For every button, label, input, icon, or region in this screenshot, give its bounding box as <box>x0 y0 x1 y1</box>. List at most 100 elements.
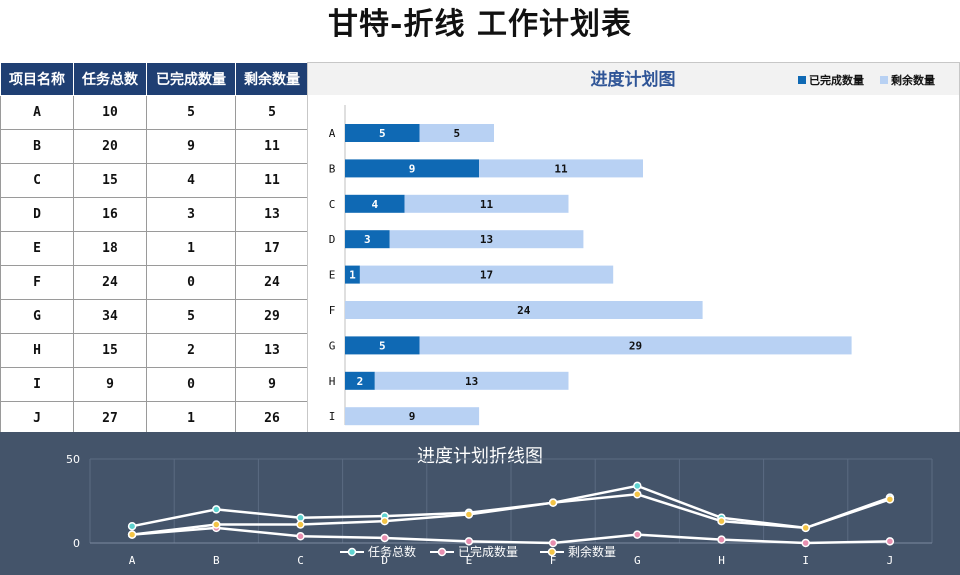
line-series-point <box>633 530 642 539</box>
line-series-point <box>801 538 810 548</box>
cell-project-name: B <box>0 129 74 164</box>
table-row: E 18 1 17 <box>0 231 309 266</box>
gantt-remaining-bar <box>479 159 643 178</box>
cell-total-tasks: 15 <box>73 163 147 198</box>
gantt-data-label: 11 <box>554 162 568 175</box>
cell-completed: 0 <box>146 367 236 402</box>
line-series-point <box>380 516 389 526</box>
line-chart-title: 进度计划折线图 <box>417 446 543 467</box>
line-legend-label: 任务总数 <box>368 544 416 559</box>
table-row: F 24 0 24 <box>0 265 309 300</box>
line-legend-label: 剩余数量 <box>568 544 616 559</box>
line-legend-marker <box>547 547 557 557</box>
header-project-name: 项目名称 <box>0 62 74 96</box>
cell-total-tasks: 15 <box>73 333 147 368</box>
line-chart-xtick-label: F <box>550 554 557 567</box>
table-header-row: 项目名称 任务总数 已完成数量 剩余数量 <box>0 62 309 96</box>
line-series-point <box>464 537 474 546</box>
line-chart-xtick-label: H <box>718 554 725 567</box>
cell-completed: 1 <box>146 401 236 436</box>
gantt-legend-swatch <box>798 76 806 84</box>
line-series-point <box>296 513 305 523</box>
gantt-data-label: 9 <box>409 162 416 175</box>
header-total-tasks: 任务总数 <box>73 62 147 96</box>
gantt-data-label: 5 <box>379 127 386 140</box>
gantt-data-label: 29 <box>629 339 642 352</box>
header-completed: 已完成数量 <box>146 62 236 96</box>
line-chart-background <box>0 432 960 575</box>
gantt-category-label: E <box>329 269 336 282</box>
cell-completed: 9 <box>146 129 236 164</box>
cell-project-name: J <box>0 401 74 436</box>
gantt-legend-label: 已完成数量 <box>809 73 864 87</box>
gantt-legend-swatch <box>880 76 888 84</box>
line-legend-marker <box>347 547 357 557</box>
gantt-data-label: 1 <box>349 269 356 282</box>
cell-remaining: 11 <box>235 163 309 198</box>
cell-project-name: A <box>0 95 74 130</box>
line-chart-ytick-label: 0 <box>73 537 80 550</box>
line-series-point <box>127 530 137 539</box>
table-row: B 20 9 11 <box>0 129 309 164</box>
cell-completed: 5 <box>146 95 236 130</box>
gantt-data-label: 17 <box>480 269 493 282</box>
gantt-completed-bar <box>345 159 480 178</box>
gantt-category-label: F <box>329 304 336 317</box>
gantt-remaining-bar <box>345 407 480 426</box>
table-row: J 27 1 26 <box>0 401 309 436</box>
gantt-category-label: I <box>329 410 336 423</box>
line-chart-xtick-label: B <box>213 554 220 567</box>
table-row: D 16 3 13 <box>0 197 309 232</box>
line-chart-xtick-label: I <box>802 554 809 567</box>
line-series-point <box>212 505 221 514</box>
cell-total-tasks: 18 <box>73 231 147 266</box>
gantt-remaining-bar <box>404 194 569 213</box>
gantt-category-label: H <box>329 375 336 388</box>
gantt-category-label: D <box>329 233 336 246</box>
gantt-legend: 已完成数量 剩余数量 <box>798 73 935 87</box>
line-series-path <box>131 493 891 536</box>
cell-completed: 5 <box>146 299 236 334</box>
line-series-point <box>801 523 810 533</box>
line-series-point <box>717 516 726 526</box>
gantt-remaining-bar <box>419 124 494 142</box>
gantt-remaining-bar <box>389 230 584 249</box>
gantt-data-label: 5 <box>379 339 386 352</box>
cell-project-name: C <box>0 163 74 198</box>
gantt-completed-bar <box>345 230 390 249</box>
cell-remaining: 13 <box>235 197 309 232</box>
gantt-data-label: 13 <box>480 233 493 246</box>
table-row: A 10 5 5 <box>0 95 309 130</box>
gantt-category-label: C <box>329 198 336 211</box>
gantt-data-label: 9 <box>409 410 416 423</box>
cell-total-tasks: 9 <box>73 367 147 402</box>
cell-remaining: 13 <box>235 333 309 368</box>
line-chart: 进度计划折线图 50 0 A B C D E F G H I J 任务总数 已完成数量 剩余数量 <box>0 432 960 575</box>
task-table: 项目名称 任务总数 已完成数量 剩余数量 A 10 5 5 B 20 9 11 C 15 4 11 D 1… <box>0 62 309 436</box>
gantt-remaining-bar <box>419 336 852 355</box>
cell-remaining: 29 <box>235 299 309 334</box>
gantt-remaining-bar <box>359 265 614 284</box>
gantt-data-label: 3 <box>364 233 371 246</box>
line-series-point <box>127 521 137 531</box>
line-series-point <box>633 481 642 491</box>
line-series-point <box>885 537 895 546</box>
cell-total-tasks: 27 <box>73 401 147 436</box>
cell-completed: 4 <box>146 163 236 198</box>
cell-project-name: D <box>0 197 74 232</box>
cell-remaining: 5 <box>235 95 309 130</box>
cell-project-name: G <box>0 299 74 334</box>
gantt-completed-bar <box>345 336 420 355</box>
cell-total-tasks: 10 <box>73 95 147 130</box>
line-series-point <box>548 498 558 507</box>
line-series-point <box>717 535 726 544</box>
line-chart-xtick-label: J <box>887 554 894 567</box>
table-row: G 34 5 29 <box>0 299 309 334</box>
gantt-title: 进度计划图 <box>591 69 676 90</box>
line-series-point <box>633 490 642 499</box>
line-chart-xtick-label: E <box>466 554 473 567</box>
gantt-completed-bar <box>345 265 360 284</box>
cell-completed: 3 <box>146 197 236 232</box>
